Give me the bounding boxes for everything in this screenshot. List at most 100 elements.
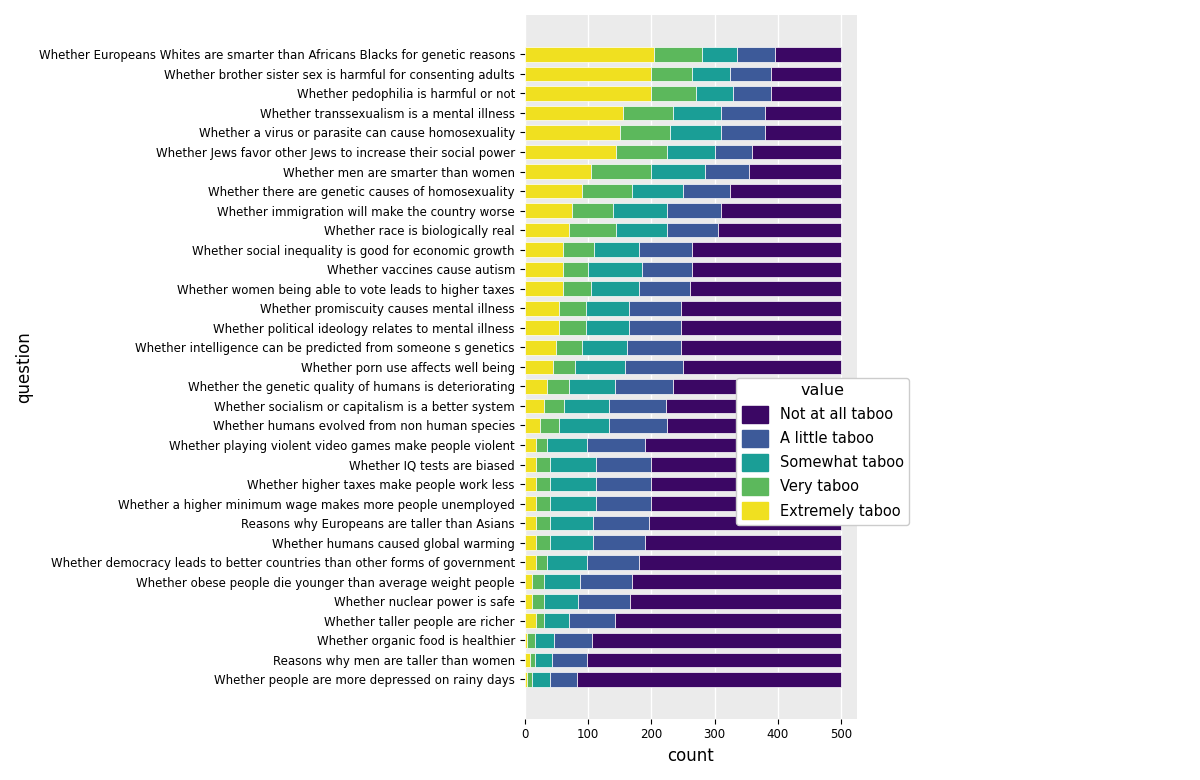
Bar — [690, 282, 841, 296]
Bar — [652, 86, 696, 101]
Bar — [533, 594, 544, 608]
Bar — [536, 614, 544, 628]
Bar — [536, 535, 550, 550]
Bar — [775, 47, 841, 62]
Bar — [613, 204, 667, 218]
Bar — [524, 438, 536, 452]
X-axis label: count: count — [667, 747, 714, 765]
Bar — [527, 633, 535, 647]
Bar — [642, 262, 692, 277]
Bar — [524, 262, 563, 277]
Bar — [533, 672, 550, 686]
Bar — [524, 47, 654, 62]
Bar — [524, 477, 536, 491]
Bar — [673, 105, 721, 120]
Bar — [652, 457, 841, 472]
Bar — [702, 47, 737, 62]
Bar — [629, 321, 680, 335]
Bar — [714, 144, 752, 159]
Bar — [524, 105, 623, 120]
Bar — [524, 653, 529, 667]
Bar — [563, 262, 588, 277]
Bar — [737, 47, 775, 62]
Bar — [524, 574, 533, 589]
Bar — [638, 243, 692, 257]
Bar — [718, 223, 841, 237]
Bar — [752, 144, 841, 159]
Bar — [654, 47, 702, 62]
Bar — [553, 633, 592, 647]
Bar — [595, 457, 652, 472]
Bar — [535, 633, 553, 647]
Bar — [617, 223, 667, 237]
Bar — [733, 86, 772, 101]
Bar — [595, 496, 652, 511]
Bar — [581, 574, 632, 589]
Bar — [608, 418, 667, 433]
Bar — [527, 672, 533, 686]
Bar — [680, 301, 841, 316]
Bar — [614, 379, 673, 394]
Bar — [586, 321, 629, 335]
Bar — [578, 594, 630, 608]
Bar — [593, 535, 644, 550]
Bar — [721, 105, 766, 120]
Bar — [559, 418, 608, 433]
Bar — [524, 144, 617, 159]
Bar — [630, 594, 841, 608]
Bar — [652, 66, 692, 81]
Bar — [544, 614, 569, 628]
Legend: Not at all taboo, A little taboo, Somewhat taboo, Very taboo, Extremely taboo: Not at all taboo, A little taboo, Somewh… — [736, 378, 910, 525]
Bar — [587, 555, 638, 569]
Bar — [544, 594, 578, 608]
Bar — [557, 340, 582, 355]
Bar — [692, 262, 841, 277]
Bar — [550, 477, 595, 491]
Bar — [667, 204, 721, 218]
Bar — [772, 86, 841, 101]
Bar — [536, 438, 547, 452]
Bar — [552, 653, 587, 667]
Bar — [547, 555, 587, 569]
Bar — [524, 243, 563, 257]
Bar — [553, 360, 575, 374]
Bar — [731, 66, 772, 81]
Bar — [524, 594, 533, 608]
Bar — [533, 574, 544, 589]
Bar — [524, 555, 536, 569]
Bar — [592, 282, 638, 296]
Bar — [652, 496, 841, 511]
Bar — [772, 66, 841, 81]
Bar — [632, 574, 841, 589]
Bar — [667, 418, 841, 433]
Y-axis label: question: question — [16, 331, 34, 402]
Bar — [696, 86, 733, 101]
Bar — [529, 653, 535, 667]
Bar — [683, 360, 841, 374]
Bar — [638, 555, 841, 569]
Bar — [644, 438, 841, 452]
Bar — [569, 379, 614, 394]
Bar — [766, 125, 841, 140]
Bar — [592, 165, 652, 179]
Bar — [524, 301, 559, 316]
Bar — [524, 184, 582, 198]
Bar — [667, 223, 718, 237]
Bar — [692, 243, 841, 257]
Bar — [536, 516, 550, 530]
Bar — [592, 633, 841, 647]
Bar — [559, 321, 586, 335]
Bar — [629, 301, 680, 316]
Bar — [524, 125, 619, 140]
Bar — [524, 418, 540, 433]
Bar — [524, 86, 652, 101]
Bar — [569, 614, 614, 628]
Bar — [524, 321, 559, 335]
Bar — [652, 477, 841, 491]
Bar — [617, 144, 667, 159]
Bar — [550, 672, 576, 686]
Bar — [575, 360, 625, 374]
Bar — [550, 496, 595, 511]
Bar — [731, 184, 841, 198]
Bar — [524, 66, 652, 81]
